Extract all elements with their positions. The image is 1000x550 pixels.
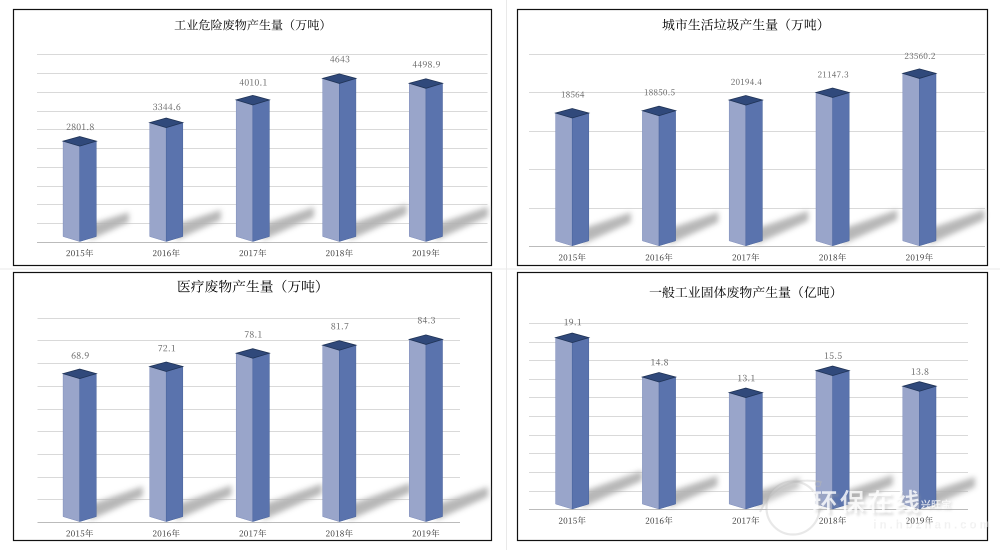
- svg-text:in.hbzhan.com: in.hbzhan.com: [872, 518, 992, 530]
- svg-text:in.hbzhan.com: in.hbzhan.com: [873, 519, 993, 531]
